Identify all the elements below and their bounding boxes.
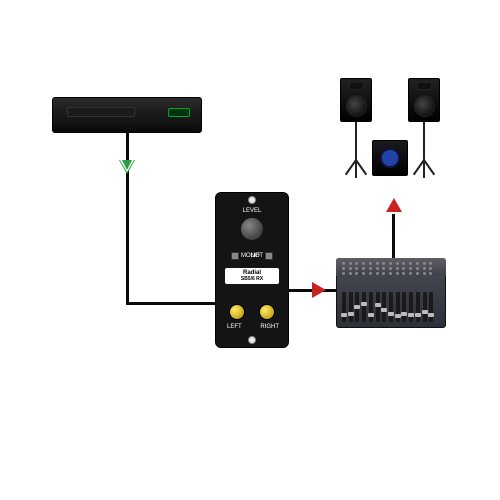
mixer-knob-icon — [396, 272, 399, 275]
mixer-channel — [409, 292, 413, 322]
fader-icon — [395, 314, 401, 318]
arrow-source-out-icon — [119, 160, 135, 174]
level-label: LEVEL — [215, 208, 289, 214]
fader-icon — [368, 313, 374, 317]
mixer-channel — [342, 292, 346, 322]
horn-icon — [349, 82, 364, 90]
mixer-channel — [416, 292, 420, 322]
mixer-knob-icon — [349, 267, 352, 270]
mixer-knob-icon — [369, 272, 372, 275]
mixer-knob-icon — [423, 267, 426, 270]
mixer-knob-icon — [349, 272, 352, 275]
level-knob-icon — [241, 218, 263, 240]
fader-icon — [401, 312, 407, 316]
mixer-channel — [362, 292, 366, 322]
mixer-channel — [429, 292, 433, 322]
fader-icon — [348, 312, 354, 316]
left-jack-label: LEFT — [227, 324, 242, 330]
cable-line — [126, 302, 226, 305]
mixer-knob-icon — [349, 262, 352, 265]
fader-icon — [408, 313, 414, 317]
model-name: SB5/6 RX — [227, 277, 277, 283]
cable-line — [392, 214, 395, 259]
mixer-knob-icon — [342, 267, 345, 270]
mixer-channel — [355, 292, 359, 322]
mixer-knob-icon — [416, 267, 419, 270]
arrow-to-pa-icon — [386, 198, 402, 212]
dvd-player — [52, 97, 202, 133]
subwoofer — [372, 140, 408, 176]
lift-label: LIFT — [251, 253, 263, 259]
arrow-to-mixer-icon — [312, 282, 326, 298]
mixer-knob-icon — [342, 262, 345, 265]
mixer-knob-icon — [416, 262, 419, 265]
mono-switch-icon — [231, 252, 239, 260]
mixer-knob-icon — [376, 262, 379, 265]
mixer-knob-icon — [423, 262, 426, 265]
fader-icon — [375, 303, 381, 307]
fader-icon — [361, 302, 367, 306]
mixer-knob-icon — [416, 272, 419, 275]
mixer-knob-icon — [376, 272, 379, 275]
mixer-channel — [396, 292, 400, 322]
mixer-channel — [402, 292, 406, 322]
mixer-channel — [382, 292, 386, 322]
mixer-knob-icon — [342, 272, 345, 275]
woofer-icon — [346, 95, 367, 117]
mixer-knob-icon — [396, 267, 399, 270]
fader-icon — [354, 305, 360, 309]
signal-flow-diagram: LEVEL MONO LIFT Radial SB5/6 RX LEFT RIG… — [0, 0, 500, 500]
dvd-tray — [67, 107, 135, 117]
mixer-knob-icon — [369, 262, 372, 265]
fader-icon — [428, 313, 434, 317]
speaker-left — [340, 78, 372, 122]
woofer-icon — [414, 95, 435, 117]
di-box: LEVEL MONO LIFT Radial SB5/6 RX LEFT RIG… — [215, 192, 289, 348]
speaker-right — [408, 78, 440, 122]
mixing-console — [336, 258, 446, 328]
right-jack-label: RIGHT — [260, 324, 279, 330]
mixer-channel — [369, 292, 373, 322]
mixer-knob-icon — [376, 267, 379, 270]
mixer-channel — [349, 292, 353, 322]
fader-icon — [388, 312, 394, 316]
cable-line — [126, 133, 129, 305]
mount-hole-bottom — [248, 336, 256, 344]
horn-icon — [417, 82, 432, 90]
mixer-knob-icon — [389, 262, 392, 265]
mixer-channel — [376, 292, 380, 322]
stand-pole — [355, 122, 357, 164]
dvd-display — [168, 108, 191, 117]
mixer-channel — [423, 292, 427, 322]
mixer-channel — [389, 292, 393, 322]
fader-icon — [381, 308, 387, 312]
lift-switch-icon — [265, 252, 273, 260]
stand-pole — [423, 122, 425, 164]
fader-icon — [341, 313, 347, 317]
mixer-knob-icon — [389, 267, 392, 270]
fader-icon — [415, 313, 421, 317]
sub-driver-icon — [380, 148, 399, 167]
left-jack-icon — [229, 304, 245, 320]
brand-badge: Radial SB5/6 RX — [225, 268, 279, 284]
mixer-knob-icon — [423, 272, 426, 275]
mount-hole-top — [248, 196, 256, 204]
mixer-knob-icon — [396, 262, 399, 265]
mixer-knob-icon — [389, 272, 392, 275]
fader-icon — [422, 310, 428, 314]
mixer-knob-icon — [369, 267, 372, 270]
right-jack-icon — [259, 304, 275, 320]
